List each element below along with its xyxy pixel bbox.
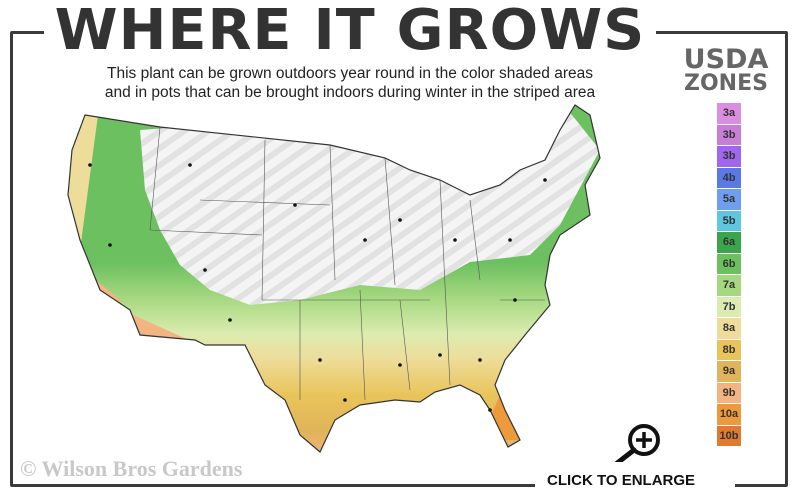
legend-zone-8a: 8a	[717, 318, 741, 339]
page-title: WHERE IT GROWS	[44, 0, 656, 62]
legend-zone-6b: 6b	[717, 253, 741, 274]
legend-zone-3a: 3a	[717, 103, 741, 124]
legend-zone-5b: 5b	[717, 210, 741, 231]
legend-zone-9a: 9a	[717, 361, 741, 382]
legend-zone-5a: 5a	[717, 189, 741, 210]
legend-zone-3b: 3b	[717, 146, 741, 167]
legend-zone-3b: 3b	[717, 124, 741, 145]
city-dots	[88, 163, 547, 412]
state-borders	[149, 126, 545, 401]
magnifier-plus-icon[interactable]	[610, 420, 665, 468]
legend-zone-7a: 7a	[717, 275, 741, 296]
legend-zone-10b: 10b	[717, 425, 741, 446]
subtitle-line-1: This plant can be grown outdoors year ro…	[107, 65, 593, 82]
subtitle-line-2: and in pots that can be brought indoors …	[104, 84, 596, 101]
legend-zone-4b: 4b	[717, 167, 741, 188]
legend-zone-7b: 7b	[717, 296, 741, 317]
zone-legend: 3a 3b 3b 4b 5a 5b 6a 6b 7a 7b 8a 8b 9a 9b 10a 10b	[717, 103, 741, 447]
legend-title-line-2: ZONES	[684, 71, 768, 96]
copyright-watermark: © Wilson Bros Gardens	[20, 456, 243, 481]
click-to-enlarge-label: CLICK TO ENLARGE	[547, 472, 696, 489]
legend-zone-10a: 10a	[717, 404, 741, 425]
legend-zone-6a: 6a	[717, 232, 741, 253]
legend-title: USDA ZONES	[670, 44, 782, 96]
click-to-enlarge-button[interactable]: CLICK TO ENLARGE	[535, 462, 735, 500]
subtitle: This plant can be grown outdoors year ro…	[50, 64, 650, 102]
legend-title-line-1: USDA	[683, 44, 769, 75]
legend-zone-9b: 9b	[717, 382, 741, 403]
legend-zone-8b: 8b	[717, 339, 741, 360]
